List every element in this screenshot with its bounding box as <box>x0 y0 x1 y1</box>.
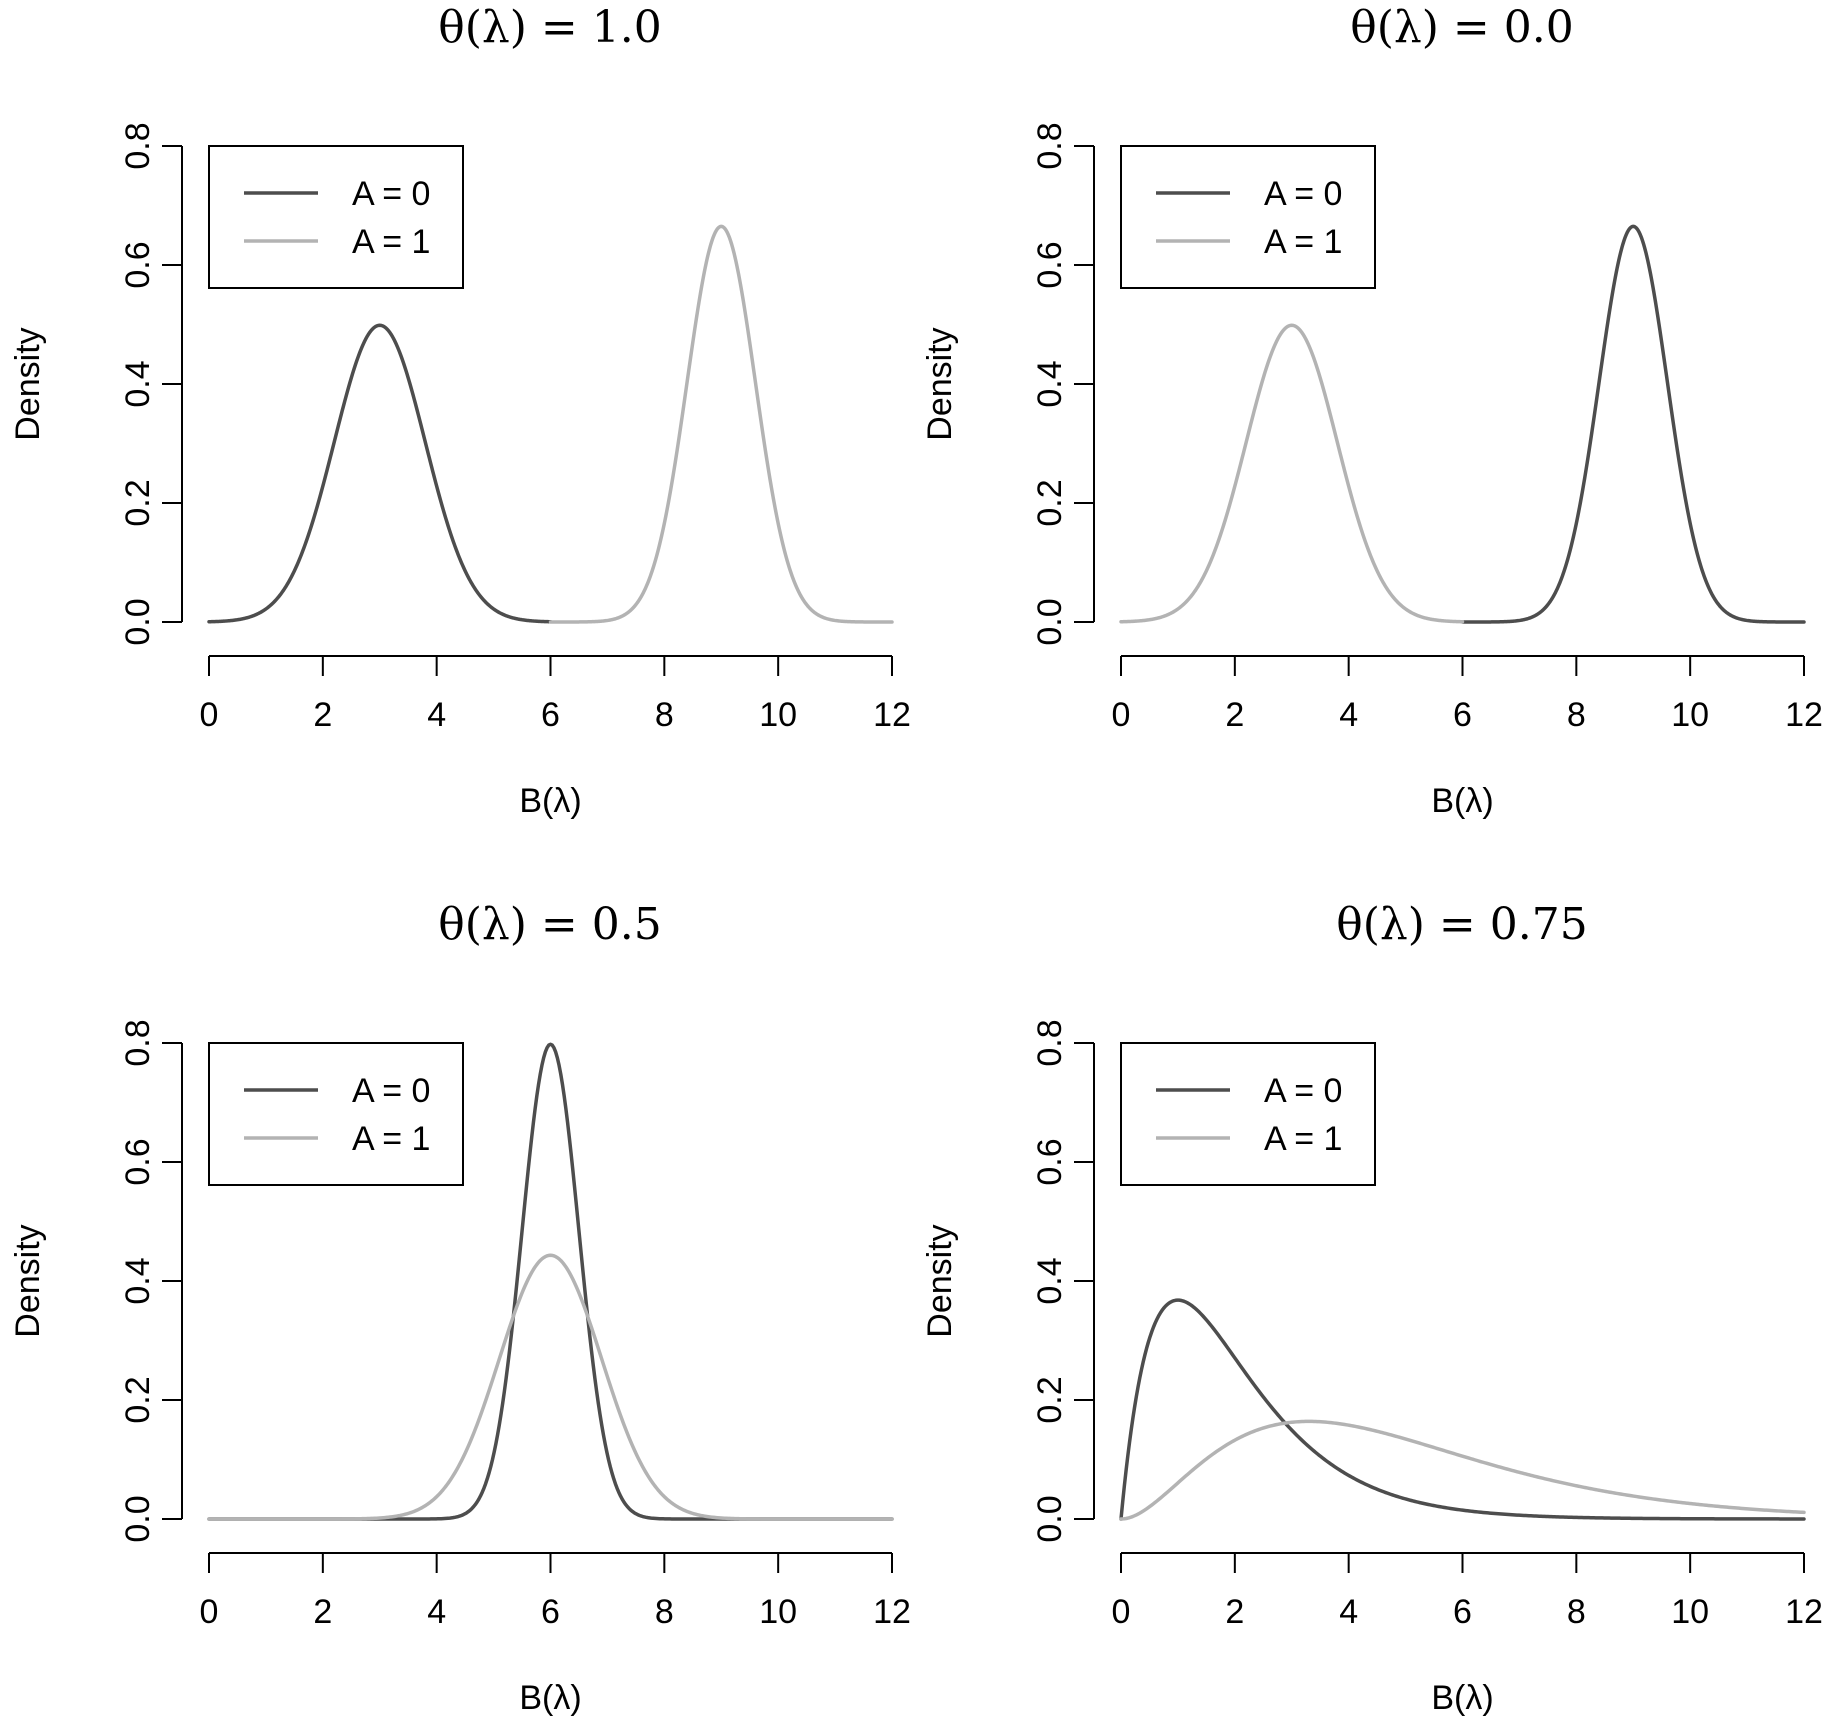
series-line-a1 <box>548 224 894 624</box>
y-tick-label: 0.2 <box>119 1376 157 1423</box>
y-tick-label: 0.8 <box>119 1019 157 1066</box>
legend-box <box>208 145 464 289</box>
x-tick-label: 6 <box>1453 696 1472 734</box>
y-tick-label: 0.8 <box>1031 122 1069 169</box>
y-tick-label: 0.4 <box>1031 1257 1069 1304</box>
y-tick-label: 0.4 <box>119 360 157 407</box>
y-tick-label: 0.2 <box>1031 479 1069 526</box>
series-line-a1 <box>207 1253 894 1521</box>
x-tick-label: 12 <box>1785 1593 1823 1631</box>
x-axis-label: B(λ) <box>519 1679 581 1717</box>
y-tick-label: 0.4 <box>1031 360 1069 407</box>
x-tick-label: 0 <box>1112 696 1131 734</box>
series-line-a1 <box>1119 323 1465 624</box>
chart-title: θ(λ) = 0.75 <box>1336 899 1588 950</box>
x-axis-label: B(λ) <box>1431 1679 1493 1717</box>
legend: A = 0 A = 1 <box>1120 1042 1376 1186</box>
legend-label: A = 1 <box>352 1120 430 1158</box>
series-line-a0 <box>207 323 553 624</box>
x-tick-label: 8 <box>1567 1593 1586 1631</box>
x-tick-label: 10 <box>1671 696 1709 734</box>
chart-title: θ(λ) = 1.0 <box>438 2 662 53</box>
y-axis-label: Density <box>9 327 47 440</box>
y-axis-label: Density <box>9 1224 47 1337</box>
y-tick-label: 0.2 <box>119 479 157 526</box>
legend-box <box>1120 145 1376 289</box>
y-tick-label: 0.0 <box>119 598 157 645</box>
chart-title: θ(λ) = 0.5 <box>438 899 662 950</box>
legend: A = 0 A = 1 <box>208 145 464 289</box>
y-tick-label: 0.6 <box>1031 241 1069 288</box>
y-tick-label: 0.8 <box>119 122 157 169</box>
y-tick-label: 0.2 <box>1031 1376 1069 1423</box>
x-tick-label: 4 <box>427 696 446 734</box>
y-tick-label: 0.6 <box>119 1138 157 1185</box>
legend: A = 0 A = 1 <box>208 1042 464 1186</box>
legend-label: A = 0 <box>1264 175 1342 213</box>
panel-1: θ(λ) = 1.0 0.0 0.2 0.4 0.6 0.8 0 2 4 6 8 10 12 B(λ) De… <box>9 2 911 820</box>
x-tick-label: 8 <box>1567 696 1586 734</box>
x-tick-label: 12 <box>1785 696 1823 734</box>
legend-label: A = 0 <box>352 1072 430 1110</box>
y-axis-label: Density <box>921 327 959 440</box>
legend-label: A = 1 <box>1264 223 1342 261</box>
legend-label: A = 0 <box>352 175 430 213</box>
x-tick-label: 10 <box>759 696 797 734</box>
x-tick-label: 6 <box>541 696 560 734</box>
x-tick-label: 12 <box>873 696 911 734</box>
x-tick-label: 2 <box>1225 696 1244 734</box>
panel-4: θ(λ) = 0.75 0.0 0.2 0.4 0.6 0.8 0 2 4 6 8 10 12 B(λ) D… <box>921 899 1823 1717</box>
x-axis-label: B(λ) <box>519 782 581 820</box>
y-tick-label: 0.4 <box>119 1257 157 1304</box>
y-tick-label: 0.0 <box>119 1495 157 1542</box>
x-tick-label: 4 <box>1339 1593 1358 1631</box>
series-line-a0 <box>1119 1298 1806 1521</box>
y-tick-label: 0.0 <box>1031 1495 1069 1542</box>
x-tick-label: 6 <box>541 1593 560 1631</box>
x-axis-label: B(λ) <box>1431 782 1493 820</box>
y-axis-label: Density <box>921 1224 959 1337</box>
y-tick-label: 0.6 <box>1031 1138 1069 1185</box>
panel-3: θ(λ) = 0.5 0.0 0.2 0.4 0.6 0.8 0 2 4 6 8 10 12 B(λ) De… <box>9 899 911 1717</box>
legend-label: A = 1 <box>1264 1120 1342 1158</box>
y-tick-label: 0.0 <box>1031 598 1069 645</box>
x-tick-label: 2 <box>313 1593 332 1631</box>
series-line-a0 <box>1460 224 1806 624</box>
x-tick-label: 6 <box>1453 1593 1472 1631</box>
x-tick-label: 8 <box>655 696 674 734</box>
y-tick-label: 0.6 <box>119 241 157 288</box>
series-line-a1 <box>1119 1419 1806 1521</box>
legend-box <box>208 1042 464 1186</box>
x-tick-label: 2 <box>1225 1593 1244 1631</box>
x-tick-label: 0 <box>200 1593 219 1631</box>
legend-label: A = 1 <box>352 223 430 261</box>
legend-label: A = 0 <box>1264 1072 1342 1110</box>
legend: A = 0 A = 1 <box>1120 145 1376 289</box>
x-tick-label: 8 <box>655 1593 674 1631</box>
x-tick-label: 12 <box>873 1593 911 1631</box>
panel-2: θ(λ) = 0.0 0.0 0.2 0.4 0.6 0.8 0 2 4 6 8 10 12 B(λ) De… <box>921 2 1823 820</box>
x-tick-label: 10 <box>1671 1593 1709 1631</box>
x-tick-label: 0 <box>1112 1593 1131 1631</box>
x-tick-label: 2 <box>313 696 332 734</box>
chart-title: θ(λ) = 0.0 <box>1350 2 1574 53</box>
legend-box <box>1120 1042 1376 1186</box>
x-tick-label: 4 <box>1339 696 1358 734</box>
x-tick-label: 10 <box>759 1593 797 1631</box>
x-tick-label: 0 <box>200 696 219 734</box>
x-tick-label: 4 <box>427 1593 446 1631</box>
y-tick-label: 0.8 <box>1031 1019 1069 1066</box>
